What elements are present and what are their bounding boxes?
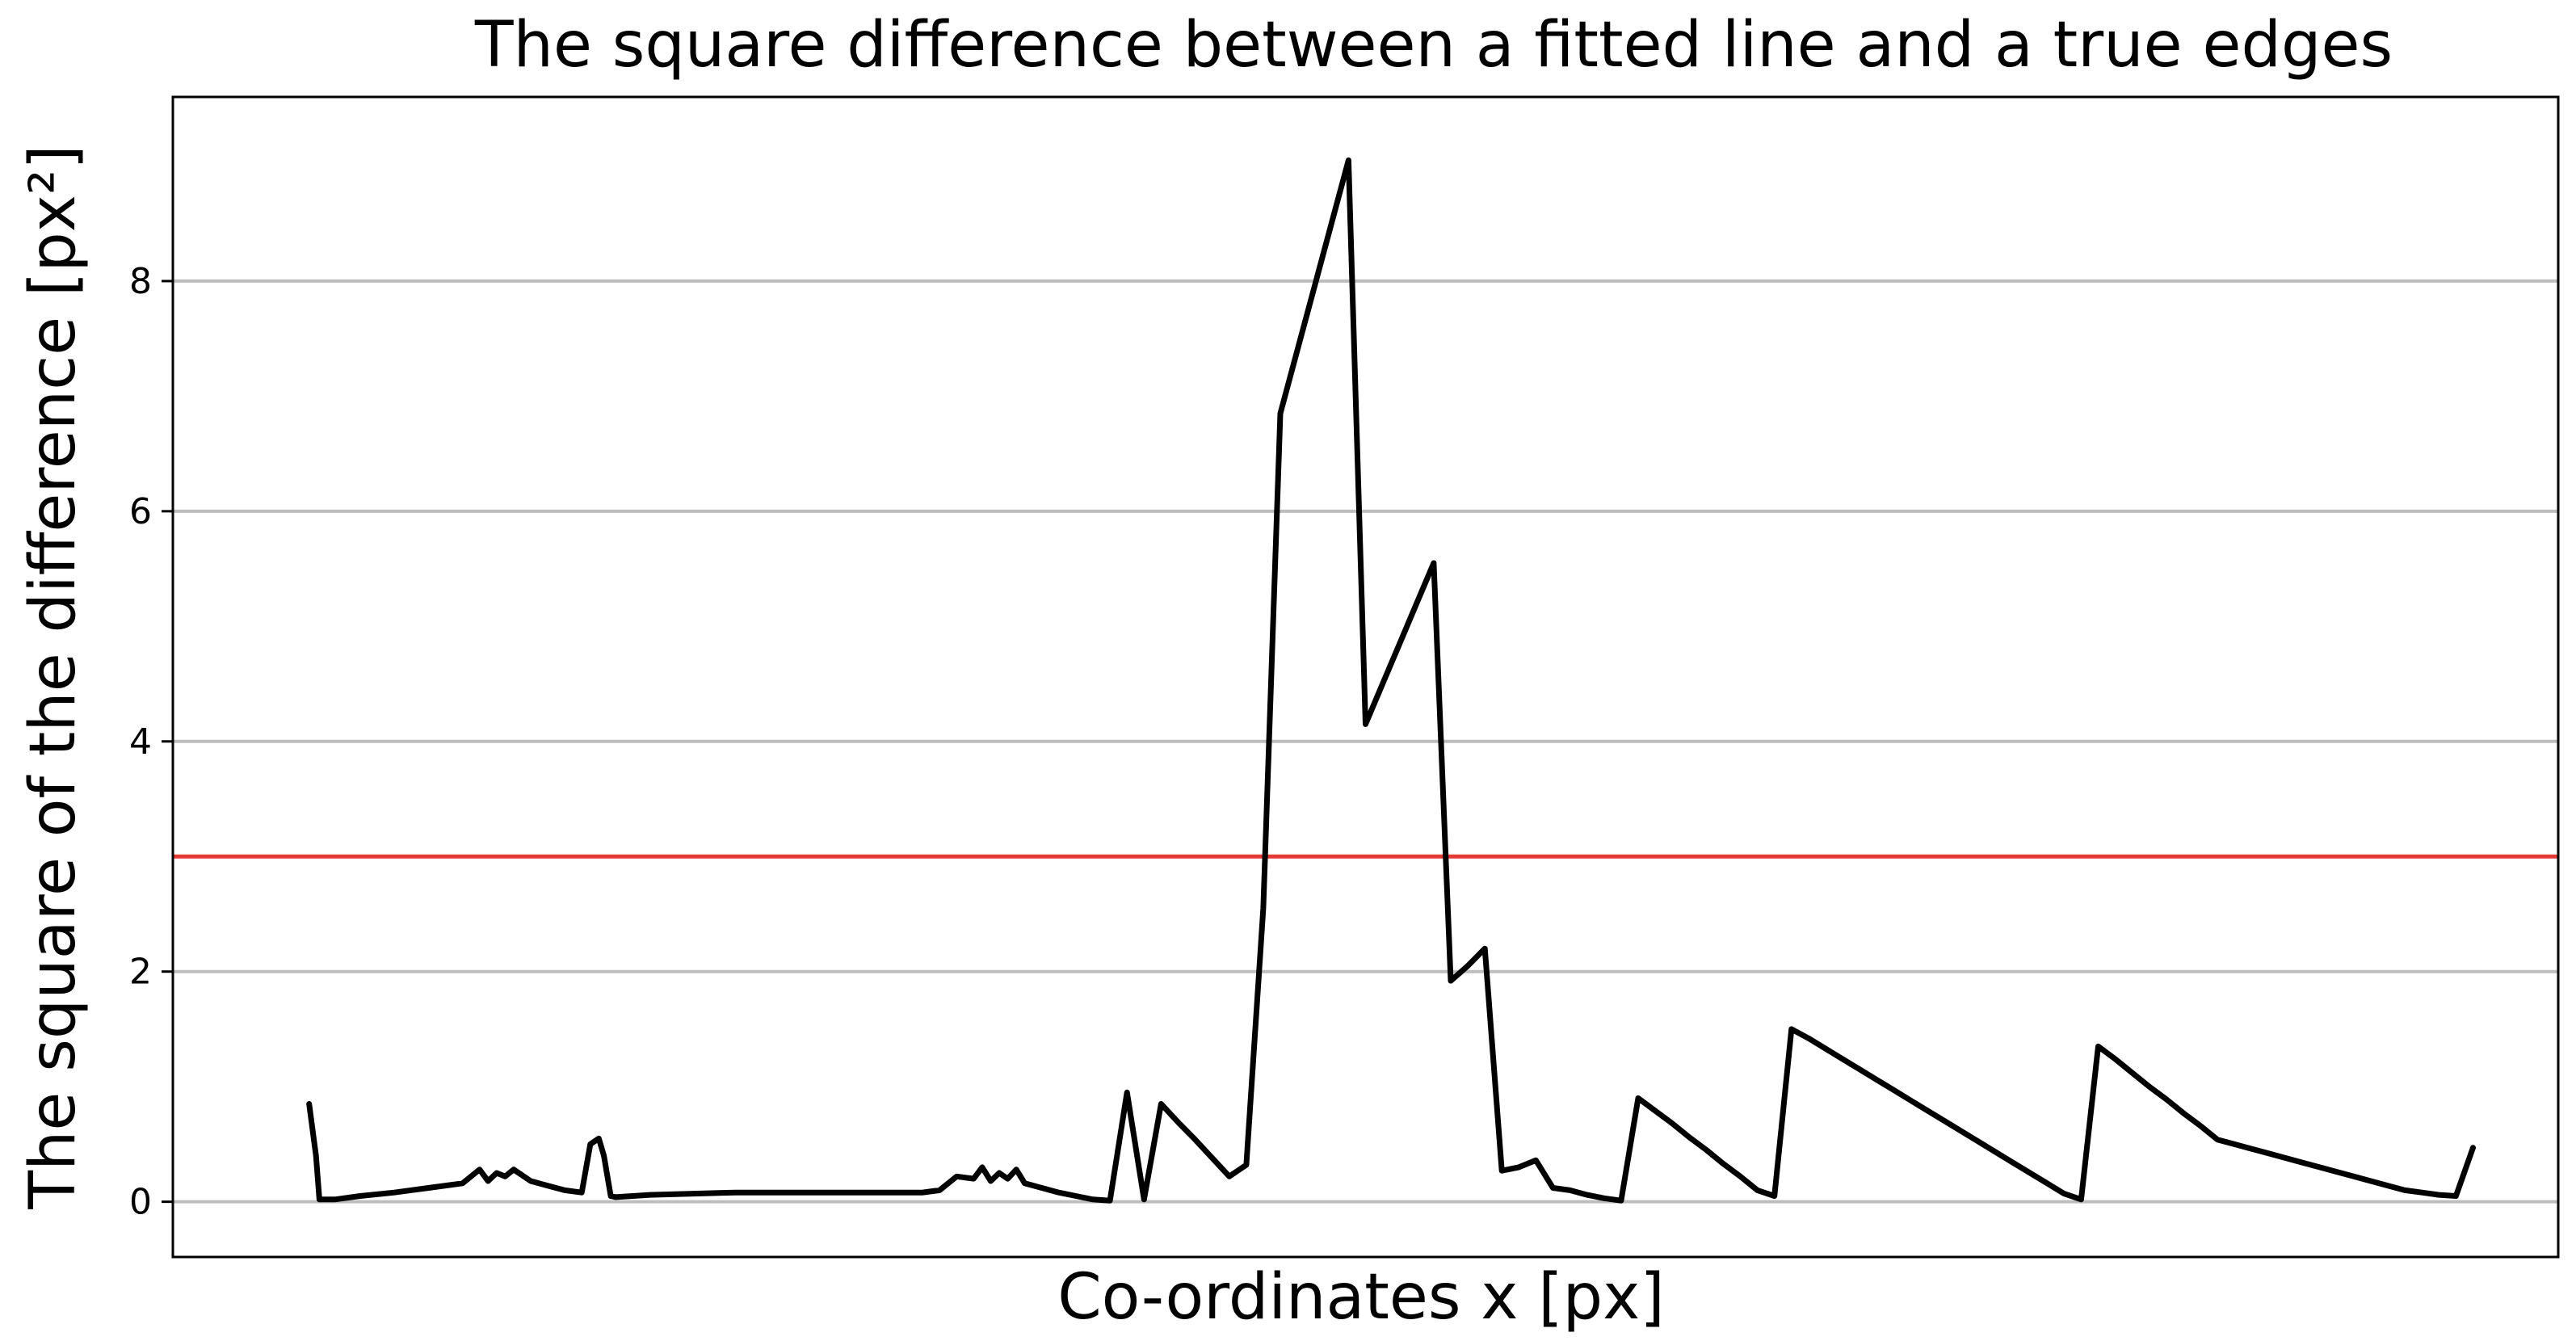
y-tick-label-4: 4 [129,721,152,763]
y-tick-label-0: 0 [129,1182,152,1223]
x-axis-label: Co-ordinates x [px] [1057,1261,1665,1334]
plot-frame [171,95,2560,1259]
y-tick-labels: 0 2 4 6 8 [129,261,173,1223]
series-layer [306,157,2476,1204]
series-line-0 [306,157,2476,1204]
y-tick-label-8: 8 [129,261,152,302]
grid-lines [173,279,2558,1204]
y-tick-label-2: 2 [129,952,152,993]
y-tick-label-6: 6 [129,491,152,532]
y-axis-label: The square of the difference [px²] [17,145,90,1209]
chart-title: The square difference between a fitted l… [474,9,2393,82]
